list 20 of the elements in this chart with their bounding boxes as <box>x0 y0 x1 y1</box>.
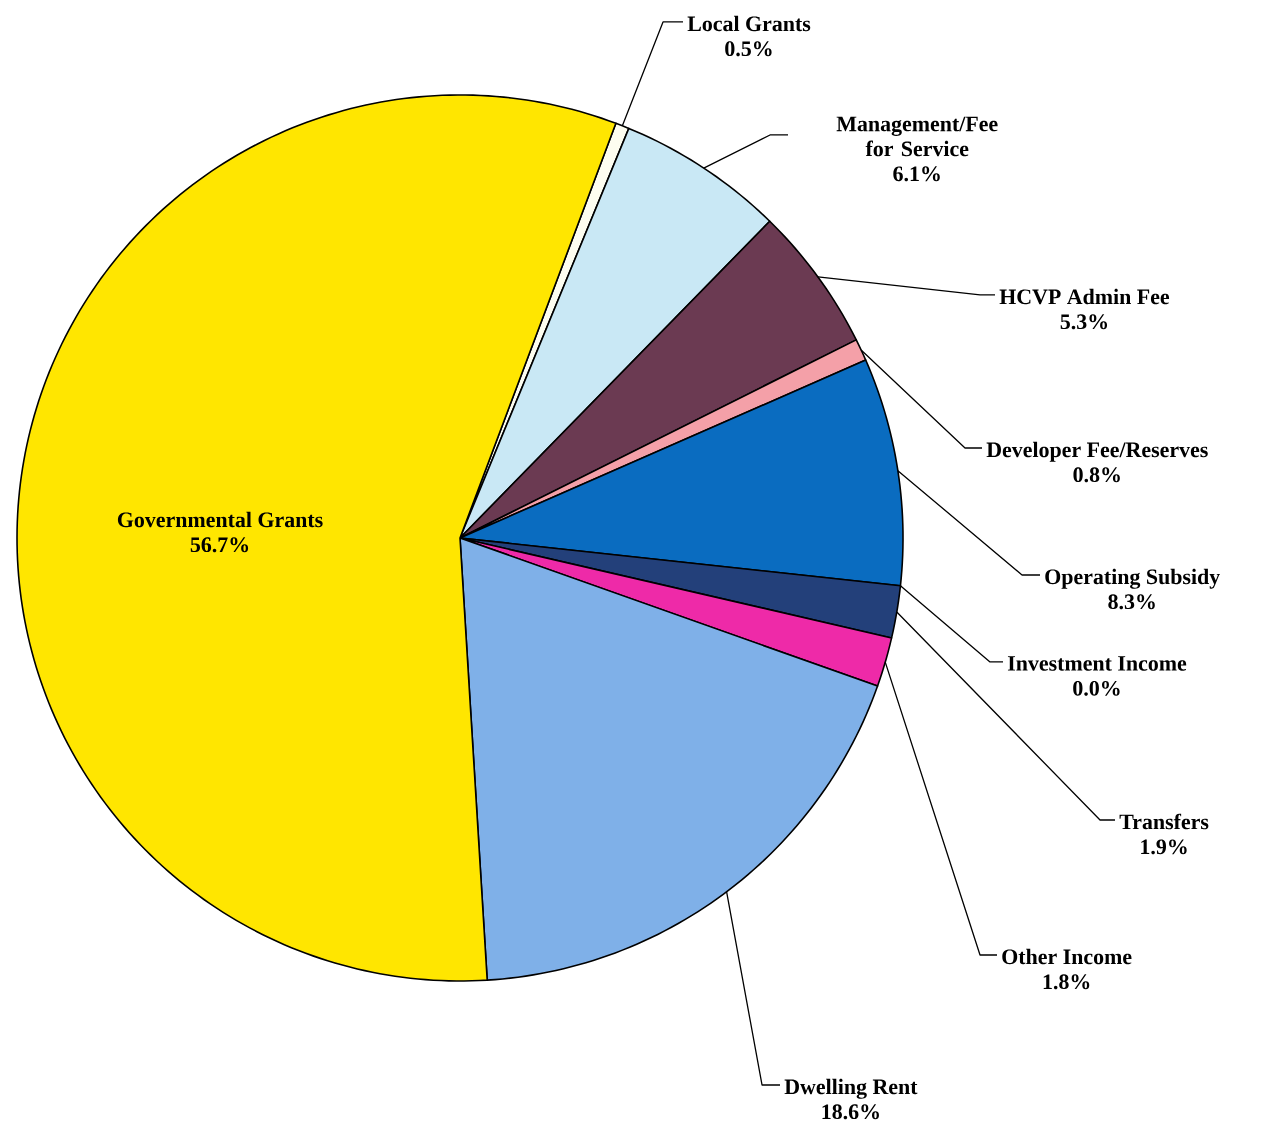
slice-label: Transfers <box>1119 813 1209 830</box>
data-label: 0.8% <box>1073 467 1120 483</box>
data-label: 8.3% <box>1108 594 1155 610</box>
data-label: 1.9% <box>1141 839 1187 855</box>
slice-label: Dwelling Rent <box>784 1078 918 1099</box>
data-label: 18.6% <box>822 1104 879 1120</box>
slice-label: Local Grants <box>687 15 811 32</box>
data-label: 0.5% <box>725 41 772 57</box>
data-label: 56.7% <box>190 537 249 553</box>
category-label: Investment Income <box>1007 656 1187 671</box>
data-label: 6.1% <box>893 166 940 182</box>
text: 0.0% <box>1073 680 1120 696</box>
legend-label: Management/Fee for Service <box>836 116 998 157</box>
slice-label: Operating Subsidy <box>1045 568 1220 589</box>
slice-label: Developer Fee/Reserves <box>986 441 1208 462</box>
slice-label: Governmental Grants <box>117 511 323 528</box>
slice-label: HCVP Admin Fee <box>999 288 1170 305</box>
data-label: 5.3% <box>1060 314 1108 330</box>
data-label: 1.8% <box>1043 974 1090 990</box>
slice-label: Other Income <box>1002 948 1132 965</box>
